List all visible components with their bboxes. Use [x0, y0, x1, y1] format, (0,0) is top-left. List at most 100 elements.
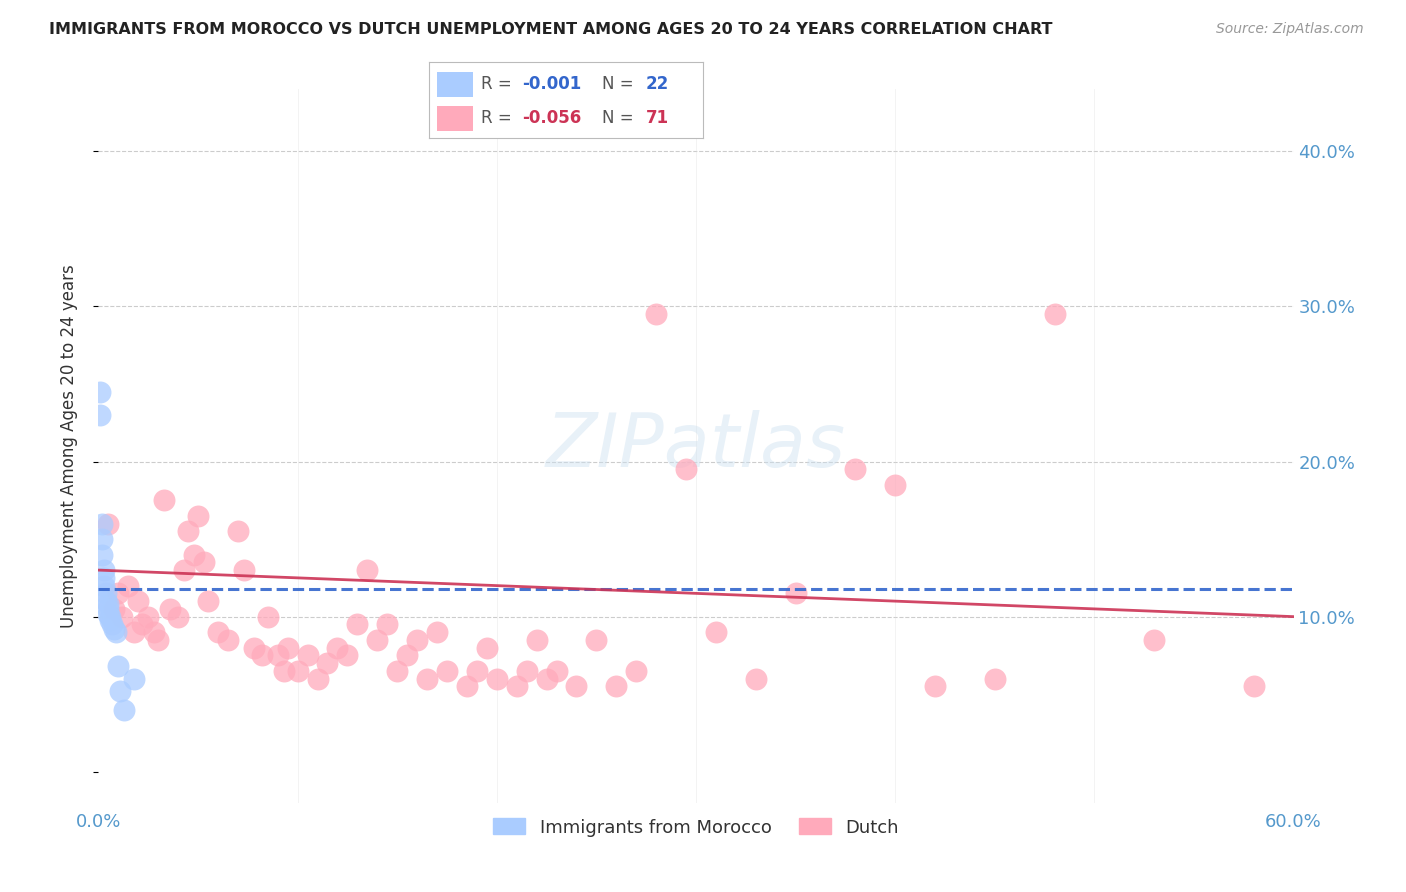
Point: [89, 384, 111, 399]
Point: [406, 632, 429, 647]
Point: [143, 625, 166, 640]
Point: [177, 524, 200, 539]
Point: [97, 516, 120, 531]
Legend: Immigrants from Morocco, Dutch: Immigrants from Morocco, Dutch: [485, 811, 907, 844]
Bar: [437, 71, 472, 96]
Point: [485, 672, 508, 686]
Point: [366, 632, 388, 647]
Point: [153, 493, 176, 508]
Text: -0.056: -0.056: [522, 109, 581, 127]
Point: [506, 680, 529, 694]
Point: [101, 617, 124, 632]
Point: [267, 648, 290, 663]
Point: [326, 640, 349, 655]
Point: [91, 548, 114, 562]
Point: [456, 680, 478, 694]
Point: [375, 617, 398, 632]
Point: [207, 625, 229, 640]
Point: [217, 632, 239, 647]
Point: [546, 664, 568, 678]
Point: [336, 648, 359, 663]
Text: IMMIGRANTS FROM MOROCCO VS DUTCH UNEMPLOYMENT AMONG AGES 20 TO 24 YEARS CORRELAT: IMMIGRANTS FROM MOROCCO VS DUTCH UNEMPLO…: [49, 22, 1053, 37]
Point: [1043, 307, 1066, 321]
Point: [243, 640, 266, 655]
Point: [273, 664, 295, 678]
Point: [110, 684, 132, 698]
Point: [105, 625, 128, 640]
Point: [103, 602, 125, 616]
Point: [297, 648, 319, 663]
Point: [626, 664, 648, 678]
Point: [107, 586, 129, 600]
Point: [307, 672, 329, 686]
Point: [884, 477, 907, 491]
Point: [136, 609, 159, 624]
Point: [96, 586, 118, 600]
Point: [346, 617, 368, 632]
Point: [112, 703, 135, 717]
Point: [844, 462, 866, 476]
Point: [416, 672, 439, 686]
Point: [98, 609, 122, 624]
Point: [97, 607, 120, 621]
Text: R =: R =: [481, 109, 517, 127]
Point: [107, 659, 129, 673]
Point: [187, 508, 209, 523]
Point: [745, 672, 768, 686]
Point: [93, 563, 115, 577]
Point: [183, 548, 205, 562]
Bar: [437, 105, 472, 130]
Point: [1243, 680, 1265, 694]
Point: [127, 594, 149, 608]
Point: [426, 625, 449, 640]
Point: [124, 672, 146, 686]
Point: [117, 579, 139, 593]
Point: [536, 672, 558, 686]
Point: [148, 632, 170, 647]
Point: [675, 462, 697, 476]
Point: [97, 602, 120, 616]
Point: [605, 680, 627, 694]
Point: [287, 664, 309, 678]
Point: [98, 613, 122, 627]
Point: [277, 640, 299, 655]
Text: 71: 71: [645, 109, 668, 127]
Point: [984, 672, 1007, 686]
Point: [93, 571, 115, 585]
Text: -0.001: -0.001: [522, 75, 581, 93]
Point: [96, 594, 118, 608]
Point: [124, 625, 146, 640]
Point: [475, 640, 498, 655]
Point: [385, 664, 409, 678]
Text: ZIPatlas: ZIPatlas: [546, 410, 846, 482]
Point: [645, 307, 668, 321]
Point: [93, 579, 115, 593]
Point: [516, 664, 538, 678]
Point: [131, 617, 153, 632]
Point: [924, 680, 946, 694]
Point: [356, 563, 378, 577]
Point: [1143, 632, 1166, 647]
Point: [256, 609, 278, 624]
Point: [232, 563, 254, 577]
Point: [111, 609, 134, 624]
Point: [316, 656, 339, 670]
Text: R =: R =: [481, 75, 517, 93]
Point: [197, 594, 219, 608]
Point: [97, 597, 120, 611]
Point: [704, 625, 727, 640]
Point: [91, 532, 114, 546]
Point: [173, 563, 195, 577]
Y-axis label: Unemployment Among Ages 20 to 24 years: Unemployment Among Ages 20 to 24 years: [59, 264, 77, 628]
Point: [785, 586, 807, 600]
Point: [167, 609, 190, 624]
Point: [103, 622, 125, 636]
Text: N =: N =: [602, 75, 638, 93]
Point: [565, 680, 588, 694]
Point: [250, 648, 273, 663]
Text: N =: N =: [602, 109, 638, 127]
Point: [585, 632, 607, 647]
Text: 22: 22: [645, 75, 669, 93]
Point: [91, 516, 114, 531]
Point: [396, 648, 419, 663]
